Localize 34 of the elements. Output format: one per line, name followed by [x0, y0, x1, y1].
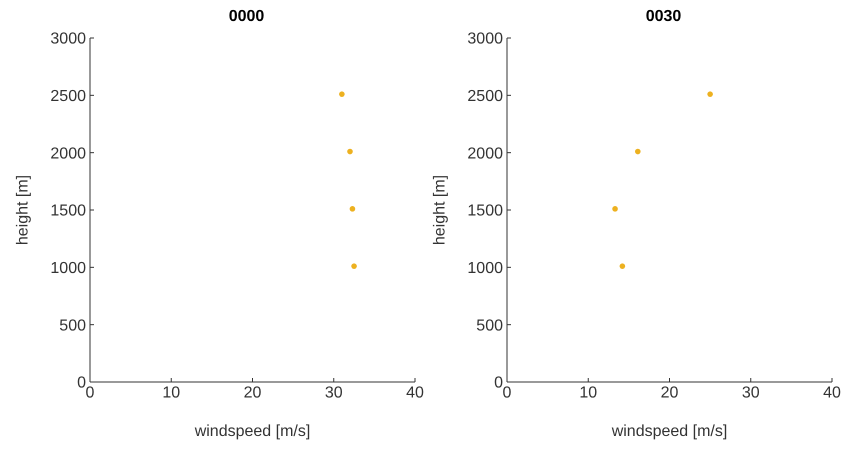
y-tick-label: 1500	[467, 202, 504, 220]
y-tick-label: 500	[59, 317, 86, 334]
y-axis-title: height [m]	[14, 174, 32, 246]
point	[620, 263, 626, 269]
x-tick-label: 30	[324, 384, 343, 402]
y-tick-label: 3000	[50, 30, 86, 48]
point	[347, 148, 353, 154]
x-tick-label: 30	[742, 384, 760, 402]
x-axis-title: windspeed [m/s]	[610, 423, 728, 440]
point	[612, 206, 618, 212]
y-tick-label: 2000	[467, 145, 504, 162]
x-tick-label: 40	[406, 384, 424, 402]
x-tick-label: 10	[162, 384, 180, 402]
chart-title: 0030	[644, 8, 682, 27]
x-tick-label: 40	[823, 384, 841, 402]
point	[635, 148, 641, 154]
y-tick-label: 2500	[50, 88, 86, 106]
point	[350, 206, 356, 212]
chart-title: 0000	[228, 8, 266, 27]
y-tick-label: 2000	[50, 145, 86, 162]
x-axis-title: windspeed [m/s]	[194, 423, 310, 440]
y-tick-label: 1000	[50, 260, 86, 278]
point	[351, 263, 357, 269]
point	[339, 91, 345, 97]
x-tick-label: 10	[579, 384, 598, 402]
y-tick-label: 2500	[467, 88, 504, 106]
y-axis-title: height [m]	[432, 174, 449, 246]
y-tick-label: 1500	[50, 202, 86, 220]
y-tick-label: 1000	[467, 260, 504, 278]
x-tick-label: 20	[660, 384, 678, 402]
y-tick-label: 3000	[467, 30, 504, 48]
x-tick-label: 20	[244, 384, 262, 402]
y-tick-label: 500	[476, 317, 504, 334]
point	[707, 91, 713, 97]
